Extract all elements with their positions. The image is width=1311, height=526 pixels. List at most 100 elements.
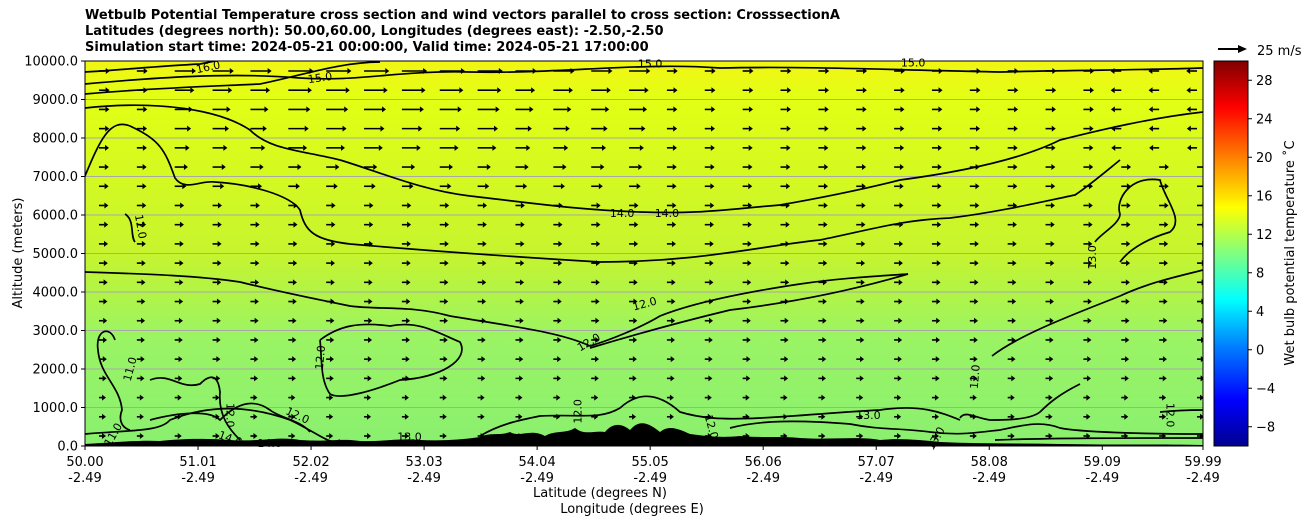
contour-line bbox=[85, 271, 909, 347]
wind-vector-head bbox=[558, 202, 563, 209]
wind-vector-head bbox=[1186, 106, 1191, 113]
wind-vector-head bbox=[897, 356, 902, 363]
wind-vector-head bbox=[747, 279, 752, 286]
wind-vector-head bbox=[709, 298, 714, 305]
wind-vector-head bbox=[1012, 260, 1017, 267]
wind-vector-head bbox=[606, 87, 611, 94]
wind-vector-head bbox=[216, 336, 221, 343]
y-tick-label: 7000.0 bbox=[33, 170, 79, 185]
wind-vector-head bbox=[532, 68, 537, 74]
y-tick-label: 4000.0 bbox=[33, 286, 79, 301]
wind-vector-head bbox=[406, 279, 411, 286]
contour-line bbox=[85, 407, 341, 443]
wind-vector-head bbox=[143, 125, 148, 132]
wind-vector-head bbox=[179, 260, 184, 267]
wind-vector-head bbox=[938, 68, 943, 74]
wind-vector-head bbox=[255, 202, 260, 209]
y-tick-label: 10000.0 bbox=[24, 55, 78, 70]
wind-vector-head bbox=[785, 221, 790, 228]
wind-vector-head bbox=[459, 87, 464, 94]
wind-vector-head bbox=[520, 260, 525, 267]
wind-vector-head bbox=[292, 298, 297, 305]
wind-vector-head bbox=[1087, 298, 1092, 305]
x-tick-label-longitude: -2.49 bbox=[1085, 471, 1119, 486]
wind-vector-head bbox=[1048, 433, 1053, 439]
wind-vector-head bbox=[936, 298, 941, 305]
wind-vector-head bbox=[291, 394, 296, 401]
wind-vector-head bbox=[1010, 413, 1015, 420]
colorbar-tick-label: 16 bbox=[1256, 189, 1273, 204]
wind-vector-head bbox=[973, 356, 978, 363]
wind-vector-head bbox=[141, 260, 146, 267]
chart-title-line-2: Latitudes (degrees north): 50.00,60.00, … bbox=[85, 24, 664, 39]
wind-vector-head bbox=[900, 87, 905, 94]
wind-vector-head bbox=[710, 144, 715, 151]
wind-vector-head bbox=[1087, 317, 1092, 324]
wind-vector-head bbox=[594, 413, 599, 420]
wind-vector-head bbox=[494, 125, 499, 132]
wind-vector-head bbox=[1187, 144, 1191, 151]
wind-vector-head bbox=[444, 298, 449, 305]
wind-vector-head bbox=[378, 144, 383, 151]
wind-vector-head bbox=[406, 240, 411, 247]
wind-vector-head bbox=[1088, 279, 1093, 286]
wind-vector-head bbox=[255, 240, 260, 247]
wind-vector-head bbox=[605, 106, 610, 113]
wind-vector-head bbox=[347, 68, 352, 74]
wind-vector-head bbox=[405, 336, 410, 343]
wind-vector-head bbox=[293, 221, 298, 228]
wind-vector-head bbox=[822, 336, 827, 343]
wind-vector-head bbox=[177, 394, 182, 401]
wind-vector-head bbox=[416, 144, 421, 151]
wind-vector-head bbox=[492, 144, 497, 151]
wind-vector-head bbox=[140, 375, 145, 382]
wind-vector-head bbox=[518, 394, 523, 401]
wind-vector-head bbox=[217, 260, 222, 267]
wind-vector-head bbox=[557, 298, 562, 305]
wind-vector-head bbox=[710, 202, 715, 209]
contour-line bbox=[991, 269, 1203, 357]
contour-label: 15.0 bbox=[901, 57, 926, 70]
wind-vector-head bbox=[291, 375, 296, 382]
wind-vector-head bbox=[709, 260, 714, 267]
wind-vector-head bbox=[1050, 240, 1055, 247]
wind-vector-head bbox=[861, 183, 866, 190]
wind-vector-head bbox=[142, 183, 147, 190]
wind-vector-head bbox=[1201, 279, 1203, 286]
wind-vector-head bbox=[105, 125, 110, 132]
wind-vector-head bbox=[303, 144, 308, 151]
wind-vector-head bbox=[1012, 221, 1017, 228]
wind-vector-head bbox=[254, 298, 259, 305]
wind-vector-head bbox=[707, 413, 712, 420]
wind-vector-head bbox=[822, 279, 827, 286]
colorbar-label: Wet bulb potential temperature ˚C bbox=[1282, 140, 1298, 365]
wind-vector-head bbox=[423, 68, 428, 74]
wind-vector-head bbox=[1149, 144, 1154, 151]
wind-vector-head bbox=[860, 279, 865, 286]
wind-vector-head bbox=[143, 68, 148, 74]
wind-vector-head bbox=[187, 125, 192, 132]
wind-vector-head bbox=[634, 221, 639, 228]
wind-vector-head bbox=[634, 202, 639, 209]
wind-vector-head bbox=[1186, 87, 1191, 94]
contour-label: 12.0 bbox=[631, 295, 658, 314]
wind-vector-head bbox=[485, 183, 490, 190]
wind-vector-head bbox=[784, 317, 789, 324]
wind-vector-head bbox=[407, 221, 412, 228]
wind-vector-head bbox=[229, 68, 234, 74]
wind-vector-head bbox=[594, 394, 599, 401]
wind-vector-head bbox=[673, 106, 678, 113]
wind-vector-head bbox=[102, 375, 107, 382]
wind-vector-head bbox=[644, 87, 649, 94]
wind-vector-head bbox=[898, 298, 903, 305]
wind-vector-head bbox=[821, 394, 826, 401]
colorbar-tick-label: 12 bbox=[1256, 228, 1273, 243]
x-tick-label-longitude: -2.49 bbox=[181, 471, 215, 486]
wind-vector-head bbox=[220, 183, 225, 190]
contour-label: 15.0 bbox=[307, 70, 333, 86]
wind-vector-head bbox=[596, 240, 601, 247]
wind-vector-head bbox=[596, 260, 601, 267]
wind-vector-head bbox=[745, 394, 750, 401]
wind-vector-head bbox=[1014, 106, 1019, 113]
wind-vector-head bbox=[215, 433, 220, 439]
